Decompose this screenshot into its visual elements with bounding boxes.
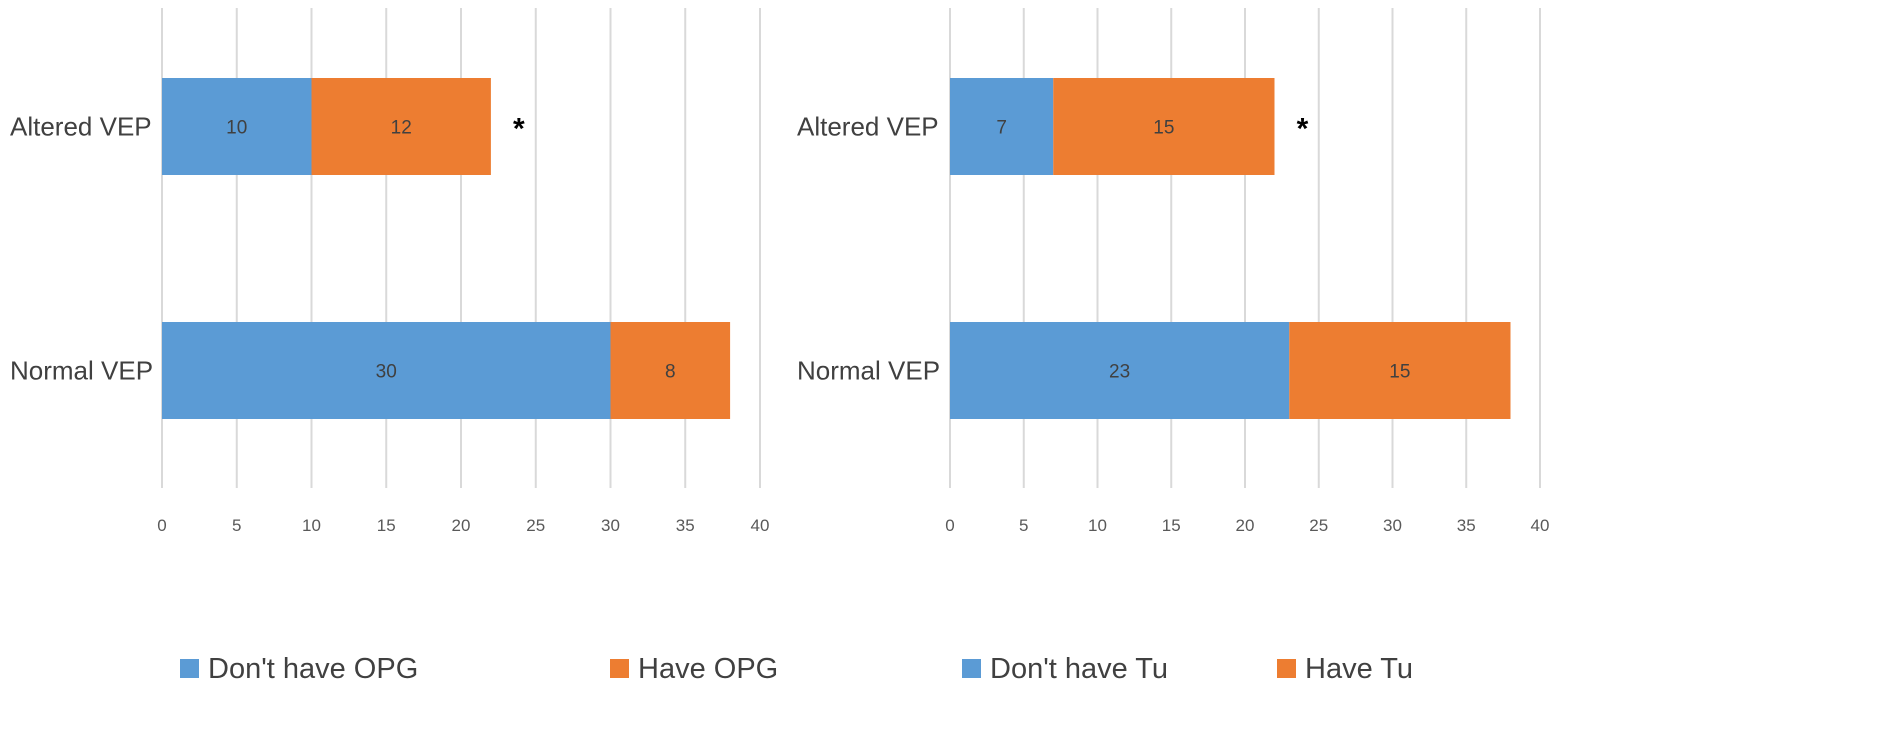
significance-marker: * [513, 113, 525, 146]
chart-1: 0 5 10 15 20 25 30 35 40 Altered VEP 10 12 * Normal V… [10, 8, 778, 685]
data-label: 8 [665, 362, 676, 383]
data-label: 30 [376, 362, 397, 383]
x-tick-label: 0 [945, 516, 954, 535]
x-tick-label: 30 [1383, 516, 1402, 535]
x-tick-label: 10 [302, 516, 321, 535]
category-label: Altered VEP [10, 112, 152, 142]
x-tick-label: 5 [1019, 516, 1028, 535]
chart-2: 0 5 10 15 20 25 30 35 40 Altered VEP 7 15 * Normal VE… [797, 8, 1549, 685]
x-tick-label: 15 [377, 516, 396, 535]
bar-segment [311, 78, 491, 175]
bar-segment [162, 78, 312, 175]
category-label: Altered VEP [797, 112, 939, 142]
legend-swatch [180, 659, 199, 678]
category-label: Normal VEP [797, 356, 940, 386]
legend-label: Have Tu [1305, 653, 1413, 685]
data-label: 15 [1389, 362, 1410, 383]
x-tick-label: 20 [452, 516, 471, 535]
x-tick-label: 5 [232, 516, 241, 535]
bar-segment [950, 322, 1290, 419]
x-tick-label: 10 [1088, 516, 1107, 535]
legend-swatch [1277, 659, 1296, 678]
x-tick-label: 35 [676, 516, 695, 535]
x-tick-label: 40 [1531, 516, 1550, 535]
data-label: 7 [996, 118, 1007, 139]
x-tick-label: 35 [1457, 516, 1476, 535]
x-tick-label: 30 [601, 516, 620, 535]
bar-segment [1053, 78, 1275, 175]
data-label: 23 [1109, 362, 1130, 383]
legend-label: Don't have Tu [990, 653, 1168, 685]
category-label: Normal VEP [10, 356, 153, 386]
bar-segment [950, 78, 1054, 175]
significance-marker: * [1297, 113, 1309, 146]
bar-segment [1289, 322, 1511, 419]
data-label: 12 [391, 118, 412, 139]
data-label: 15 [1153, 118, 1174, 139]
x-tick-label: 25 [1309, 516, 1328, 535]
bar-segment [162, 322, 611, 419]
data-label: 10 [226, 118, 247, 139]
x-tick-label: 25 [526, 516, 545, 535]
x-tick-label: 20 [1236, 516, 1255, 535]
x-tick-label: 40 [751, 516, 770, 535]
legend-swatch [610, 659, 629, 678]
x-tick-label: 0 [157, 516, 166, 535]
legend-label: Don't have OPG [208, 653, 418, 685]
legend-label: Have OPG [638, 653, 778, 685]
legend-swatch [962, 659, 981, 678]
bar-segment [610, 322, 731, 419]
x-tick-label: 15 [1162, 516, 1181, 535]
